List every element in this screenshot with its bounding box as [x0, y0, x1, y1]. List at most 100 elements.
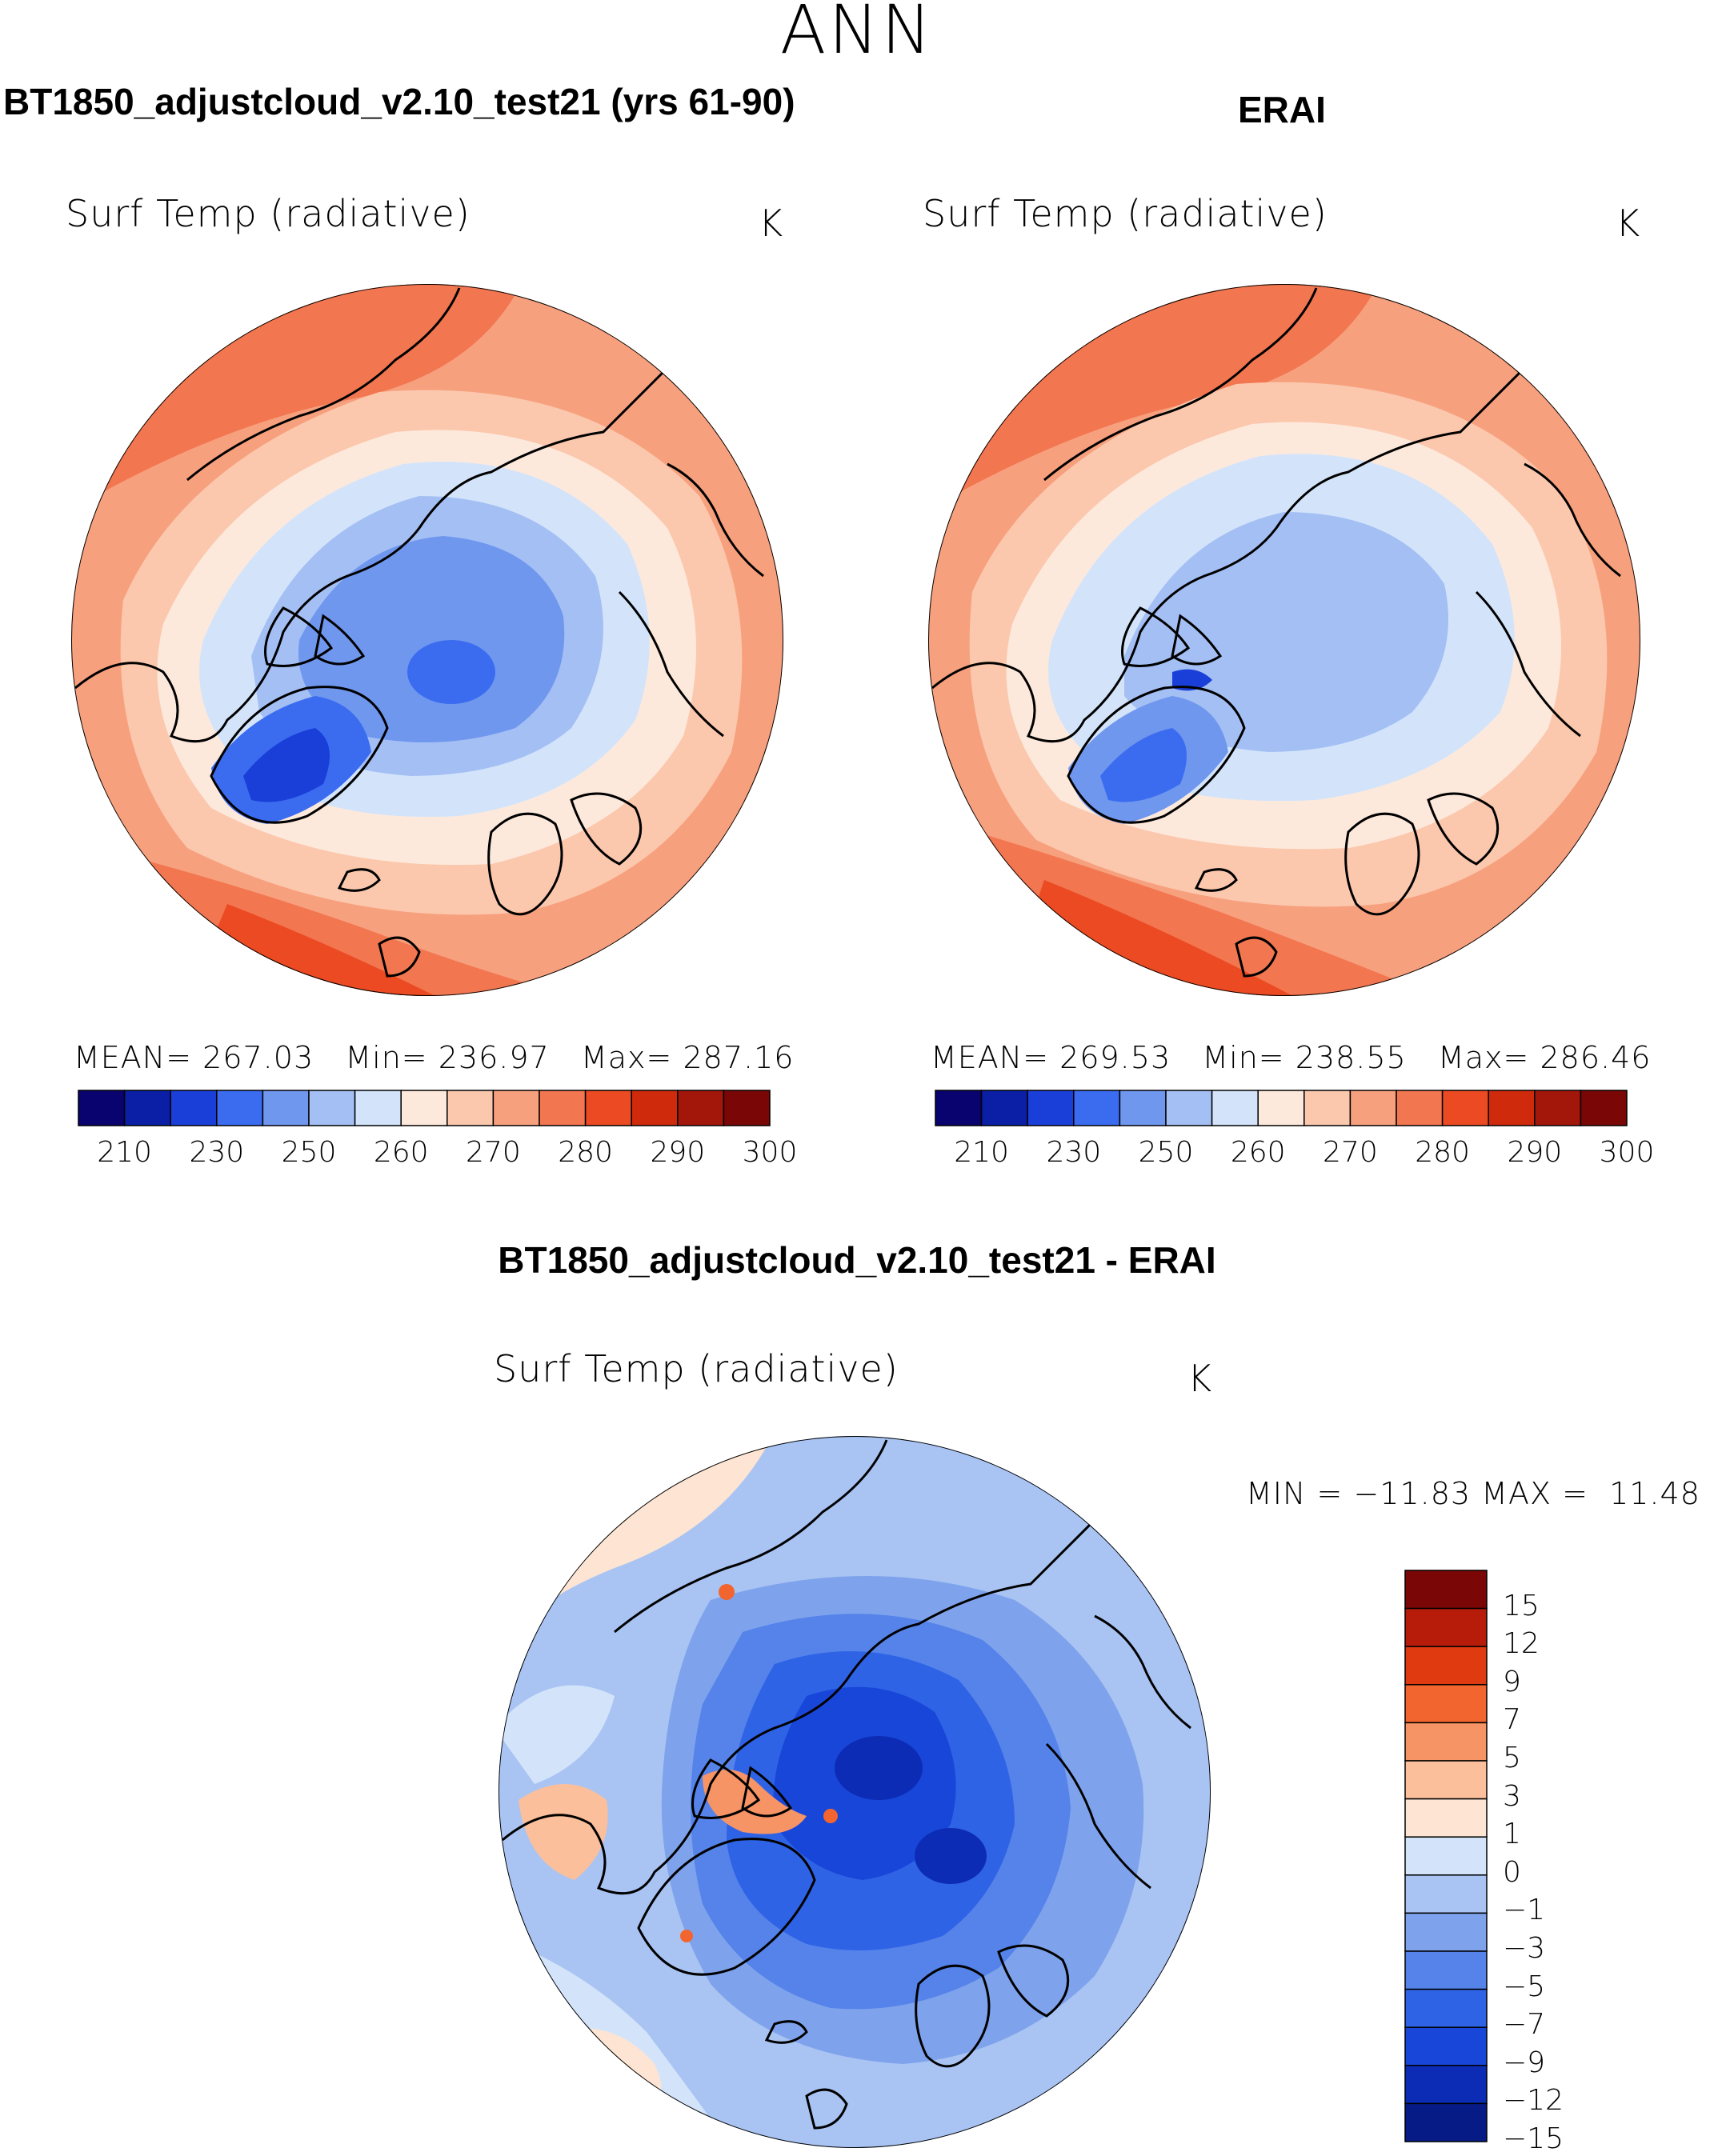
colorbar-box — [1404, 1836, 1488, 1876]
colorbar-tick-label: 12 — [1503, 1627, 1540, 1661]
stats-model: MEAN= 267.03 Min= 236.97 Max= 287.16 — [74, 1040, 795, 1075]
diff-field-hotspot — [823, 1809, 838, 1823]
diff-field-hotspot — [680, 1930, 693, 1942]
coastlines-diff — [502, 1439, 1192, 2130]
colorbar-box — [1396, 1090, 1444, 1126]
colorbar-box — [123, 1090, 171, 1126]
polar-map-diff — [499, 1436, 1211, 2148]
colorbar-box — [1119, 1090, 1167, 1126]
variable-label-obs: Surf Temp (radiative) — [923, 192, 1328, 235]
colorbar-box — [1404, 1798, 1488, 1838]
colorbar-tick-label: 250 — [1138, 1136, 1194, 1169]
colorbar-tick-label: −1 — [1503, 1894, 1546, 1927]
colorbar-model — [78, 1090, 771, 1126]
colorbar-box — [400, 1090, 448, 1126]
colorbar-box — [1404, 1684, 1488, 1724]
colorbar-box — [1404, 1570, 1488, 1610]
colorbar-box — [1404, 1722, 1488, 1762]
variable-label-model: Surf Temp (radiative) — [66, 192, 471, 235]
colorbar-box — [447, 1090, 495, 1126]
polar-map-model — [71, 284, 783, 996]
temp-field-archipelago-min — [1172, 669, 1212, 691]
colorbar-box — [1534, 1090, 1582, 1126]
colorbar-tick-label: 290 — [1507, 1136, 1563, 1169]
colorbar-tick-label: 5 — [1503, 1742, 1521, 1774]
diff-field-hotspot — [719, 1584, 735, 1600]
panel-title-model: BT1850_adjustcloud_v2.10_test21 (yrs 61-… — [3, 81, 795, 122]
polar-map-obs — [928, 284, 1640, 996]
colorbar-tick-label: 270 — [466, 1136, 521, 1169]
colorbar-tick-label: 1 — [1503, 1818, 1521, 1851]
colorbar-box — [1349, 1090, 1397, 1126]
colorbar-box — [1404, 2065, 1488, 2105]
colorbar-box — [1404, 1950, 1488, 1990]
colorbar-box — [1441, 1090, 1489, 1126]
colorbar-box — [584, 1090, 632, 1126]
temp-field-greenland-core — [1100, 728, 1187, 802]
temp-field-254 — [1124, 512, 1448, 752]
stats-obs: MEAN= 269.53 Min= 238.55 Max= 286.46 — [931, 1040, 1652, 1075]
colorbar-box — [1404, 1607, 1488, 1647]
colorbar-box — [1488, 1090, 1536, 1126]
colorbar-box — [677, 1090, 725, 1126]
coastlines-obs — [931, 287, 1622, 978]
colorbar-box — [539, 1090, 587, 1126]
colorbar-ticks-diff: 15 12 9 7 5 3 1 0 −1 −3 −5 −7 −9 −12 −15 — [1503, 1570, 1599, 2155]
colorbar-tick-label: 280 — [1415, 1136, 1470, 1169]
variable-label-diff: Surf Temp (radiative) — [494, 1347, 899, 1390]
stats-diff: MIN = −11.83 MAX = 11.48 — [1246, 1476, 1700, 1511]
colorbar-box — [1304, 1090, 1352, 1126]
colorbar-tick-label: 210 — [97, 1136, 152, 1169]
colorbar-ticks-model: 210 230 250 260 270 280 290 300 — [78, 1136, 797, 1176]
colorbar-box — [723, 1090, 771, 1126]
colorbar-box — [170, 1090, 218, 1126]
colorbar-box — [980, 1090, 1028, 1126]
colorbar-tick-label: 260 — [1230, 1136, 1286, 1169]
colorbar-box — [1211, 1090, 1259, 1126]
colorbar-box — [1073, 1090, 1121, 1126]
colorbar-tick-label: 15 — [1503, 1589, 1540, 1622]
colorbar-box — [1257, 1090, 1305, 1126]
colorbar-tick-label: 230 — [189, 1136, 245, 1169]
colorbar-tick-label: 280 — [558, 1136, 613, 1169]
colorbar-box — [354, 1090, 402, 1126]
colorbar-diff — [1404, 1570, 1488, 2142]
colorbar-box — [492, 1090, 540, 1126]
diff-field-minus12b — [915, 1828, 987, 1884]
colorbar-box — [308, 1090, 356, 1126]
colorbar-box — [1404, 1988, 1488, 2028]
colorbar-tick-label: −3 — [1503, 1932, 1546, 1965]
colorbar-tick-label: −9 — [1503, 2046, 1546, 2079]
colorbar-tick-label: −7 — [1503, 2008, 1546, 2042]
diff-field-alaska-warm — [519, 1784, 608, 1880]
colorbar-box — [1404, 1646, 1488, 1686]
colorbar-box — [1404, 2102, 1488, 2142]
colorbar-box — [631, 1090, 679, 1126]
units-label-model: K — [759, 202, 784, 245]
colorbar-box — [1404, 1912, 1488, 1952]
colorbar-tick-label: 300 — [1599, 1136, 1655, 1169]
colorbar-tick-label: −5 — [1503, 1970, 1546, 2003]
temp-field-248 — [298, 536, 565, 742]
panel-title-obs: ERAI — [1238, 89, 1326, 130]
diff-field-minus12 — [835, 1736, 923, 1800]
units-label-diff: K — [1187, 1357, 1213, 1400]
colorbar-tick-label: 290 — [650, 1136, 706, 1169]
colorbar-tick-label: 230 — [1046, 1136, 1102, 1169]
colorbar-tick-label: 7 — [1503, 1703, 1521, 1737]
colorbar-obs — [935, 1090, 1628, 1126]
colorbar-tick-label: 250 — [281, 1136, 337, 1169]
colorbar-tick-label: 210 — [954, 1136, 1009, 1169]
season-title: ANN — [779, 0, 935, 69]
colorbar-tick-label: −12 — [1503, 2084, 1564, 2118]
colorbar-tick-label: 3 — [1503, 1779, 1521, 1813]
colorbar-box — [1580, 1090, 1628, 1126]
colorbar-box — [1404, 1874, 1488, 1914]
colorbar-box — [935, 1090, 983, 1126]
units-label-obs: K — [1616, 202, 1641, 245]
colorbar-ticks-obs: 210 230 250 260 270 280 290 300 — [935, 1136, 1654, 1176]
colorbar-box — [1404, 1760, 1488, 1800]
panel-title-diff: BT1850_adjustcloud_v2.10_test21 - ERAI — [498, 1239, 1216, 1281]
colorbar-box — [216, 1090, 264, 1126]
colorbar-tick-label: 270 — [1323, 1136, 1378, 1169]
